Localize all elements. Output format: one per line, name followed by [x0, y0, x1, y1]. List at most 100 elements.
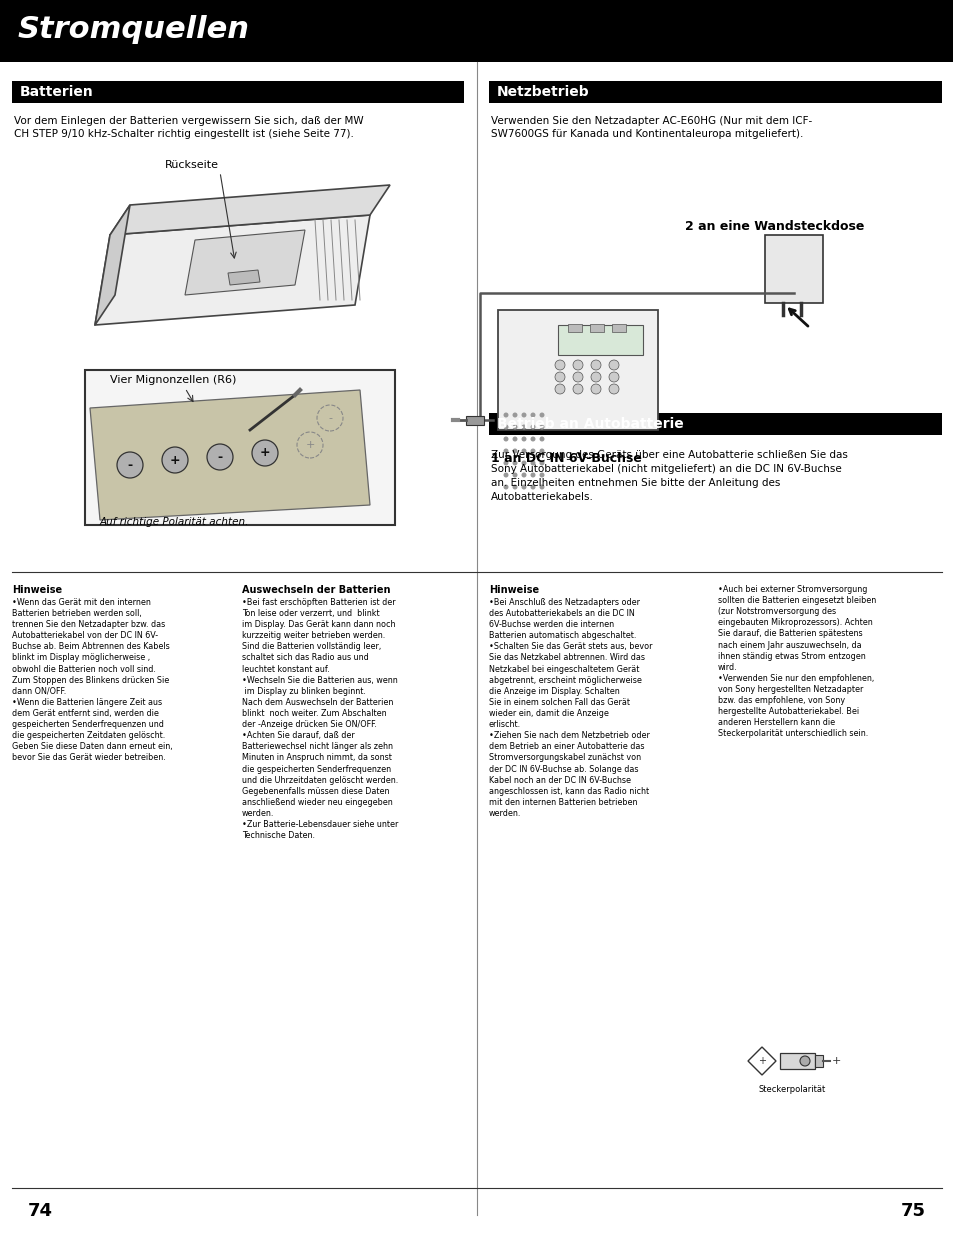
Circle shape [539, 424, 544, 429]
Circle shape [590, 372, 600, 382]
Circle shape [555, 383, 564, 395]
Circle shape [539, 485, 544, 490]
Text: 2 an eine Wandsteckdose: 2 an eine Wandsteckdose [684, 219, 863, 233]
Bar [12, 81, 463, 104]
Text: Batterien: Batterien [20, 85, 93, 99]
Text: +: + [305, 440, 314, 450]
Circle shape [530, 413, 535, 418]
Circle shape [590, 360, 600, 370]
Text: Stromquellen: Stromquellen [18, 16, 250, 44]
Text: Vor dem Einlegen der Batterien vergewissern Sie sich, daß der MW
CH STEP 9/10 kH: Vor dem Einlegen der Batterien vergewiss… [14, 116, 363, 139]
Text: •Bei fast erschöpften Batterien ist der
Ton leise oder verzerrt, und  blinkt
im : •Bei fast erschöpften Batterien ist der … [242, 598, 398, 840]
Circle shape [539, 413, 544, 418]
Text: 75: 75 [900, 1202, 925, 1219]
Bar [489, 81, 941, 104]
Text: Verwenden Sie den Netzadapter AC-E60HG (Nur mit dem ICF-
SW7600GS für Kanada und: Verwenden Sie den Netzadapter AC-E60HG (… [491, 116, 811, 139]
Bar [589, 324, 603, 332]
Circle shape [608, 383, 618, 395]
Circle shape [503, 472, 508, 477]
Circle shape [512, 449, 517, 454]
Text: Betrieb an Autobatterie: Betrieb an Autobatterie [497, 417, 683, 432]
Circle shape [512, 413, 517, 418]
Circle shape [590, 383, 600, 395]
Text: Auswechseln der Batterien: Auswechseln der Batterien [242, 584, 390, 596]
Bar [814, 1055, 822, 1067]
Circle shape [530, 436, 535, 441]
Circle shape [530, 472, 535, 477]
Circle shape [521, 449, 526, 454]
Circle shape [521, 472, 526, 477]
Bar [567, 324, 581, 332]
Text: •Bei Anschluß des Netzadapters oder
des Autobatteriekabels an die DC IN
6V-Buchs: •Bei Anschluß des Netzadapters oder des … [489, 598, 652, 817]
Circle shape [530, 449, 535, 454]
Text: +: + [259, 446, 270, 460]
Text: Auf richtige Polarität achten.: Auf richtige Polarität achten. [100, 517, 249, 526]
Circle shape [503, 413, 508, 418]
Text: +: + [170, 454, 180, 466]
Text: Hinweise: Hinweise [489, 584, 538, 596]
Circle shape [521, 485, 526, 490]
Circle shape [573, 360, 582, 370]
Text: +: + [758, 1055, 765, 1067]
Circle shape [503, 449, 508, 454]
Text: Rückseite: Rückseite [165, 160, 219, 170]
Text: Netzbetrieb: Netzbetrieb [497, 85, 589, 99]
Circle shape [608, 360, 618, 370]
Circle shape [503, 436, 508, 441]
Text: Vier Mignonzellen (R6): Vier Mignonzellen (R6) [110, 375, 236, 385]
Circle shape [503, 460, 508, 466]
Text: +: + [830, 1055, 840, 1067]
Text: Hinweise: Hinweise [12, 584, 62, 596]
Circle shape [117, 453, 143, 478]
Text: -: - [128, 459, 132, 471]
Circle shape [512, 472, 517, 477]
Circle shape [573, 383, 582, 395]
Text: 74: 74 [28, 1202, 53, 1219]
Bar [85, 370, 395, 525]
Circle shape [521, 424, 526, 429]
Bar [497, 309, 658, 430]
Text: 1 an DC IN 6V-Buchse: 1 an DC IN 6V-Buchse [491, 453, 641, 465]
Circle shape [252, 440, 277, 466]
Circle shape [503, 424, 508, 429]
Polygon shape [95, 205, 130, 326]
Bar [764, 236, 822, 303]
Bar [612, 324, 625, 332]
Circle shape [539, 436, 544, 441]
Bar [0, 0, 953, 62]
Polygon shape [185, 231, 305, 295]
Text: •Wenn das Gerät mit den internen
Batterien betrieben werden soll,
trennen Sie de: •Wenn das Gerät mit den internen Batteri… [12, 598, 172, 762]
Circle shape [512, 485, 517, 490]
Circle shape [530, 424, 535, 429]
Circle shape [608, 372, 618, 382]
Circle shape [539, 460, 544, 466]
Circle shape [530, 460, 535, 466]
Circle shape [555, 360, 564, 370]
Circle shape [539, 472, 544, 477]
Bar [465, 416, 483, 425]
Polygon shape [90, 390, 370, 520]
Text: Steckerpolarität: Steckerpolarität [758, 1085, 824, 1094]
Circle shape [800, 1055, 809, 1067]
Text: -: - [328, 413, 332, 423]
Circle shape [503, 485, 508, 490]
Polygon shape [110, 185, 390, 236]
Circle shape [555, 372, 564, 382]
Circle shape [207, 444, 233, 470]
Bar [558, 326, 642, 355]
Circle shape [573, 372, 582, 382]
Circle shape [162, 448, 188, 473]
Circle shape [521, 460, 526, 466]
Text: •Auch bei externer Stromversorgung
sollten die Batterien eingesetzt bleiben
(zur: •Auch bei externer Stromversorgung sollt… [718, 584, 876, 739]
Circle shape [521, 436, 526, 441]
Circle shape [530, 485, 535, 490]
Bar [780, 1053, 814, 1069]
Circle shape [512, 460, 517, 466]
Circle shape [512, 436, 517, 441]
Text: Zur Versorgung des Geräts über eine Autobatterie schließen Sie das
Sony Autobatt: Zur Versorgung des Geräts über eine Auto… [491, 450, 847, 502]
Bar [489, 413, 941, 435]
Circle shape [521, 413, 526, 418]
Polygon shape [228, 270, 260, 285]
Circle shape [512, 424, 517, 429]
Polygon shape [95, 215, 370, 326]
